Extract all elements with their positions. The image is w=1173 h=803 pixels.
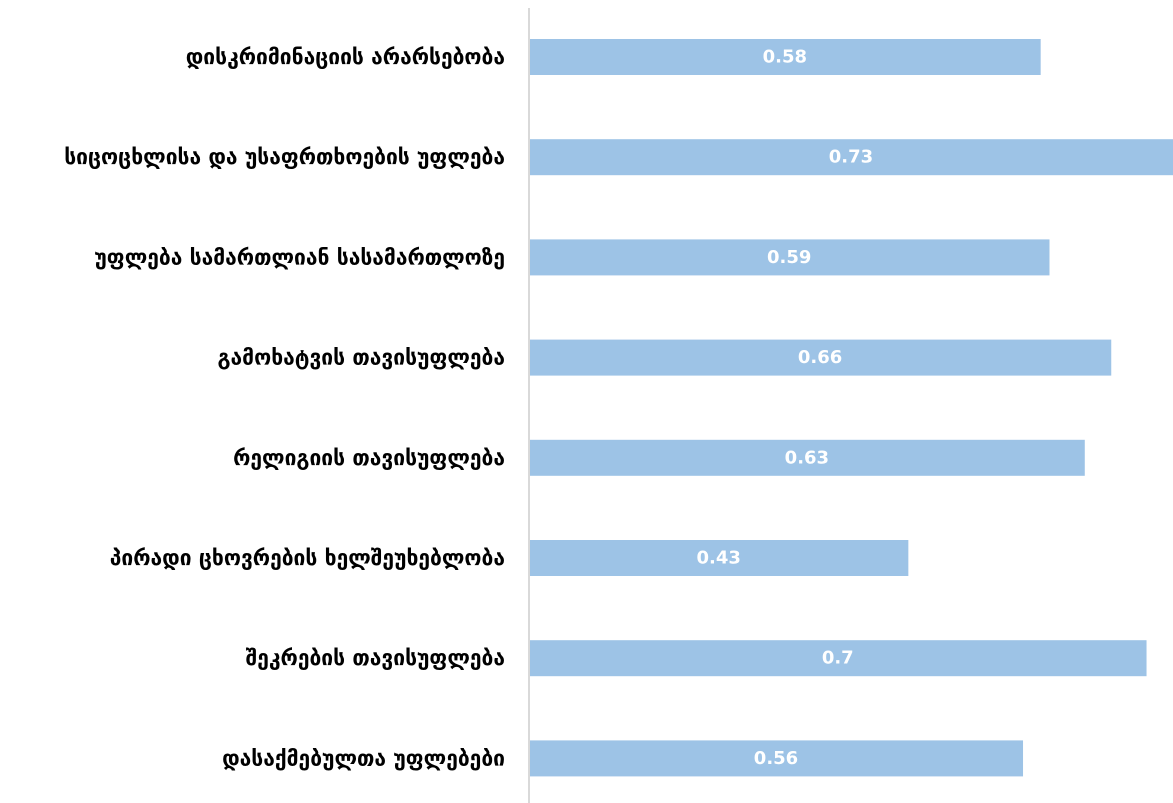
bar — [530, 740, 1024, 777]
bar — [530, 39, 1041, 75]
data-label: 0.58 — [763, 47, 807, 68]
data-label: 0.66 — [798, 347, 842, 368]
category-labels-group: დისკრიმინაციის არარსებობა სიცოცხლისა და უ… — [64, 45, 505, 770]
data-label: 0.73 — [829, 147, 873, 168]
bars-group — [530, 39, 1173, 777]
category-label: უფლება სამართლიან სასამართლოზე — [94, 245, 505, 269]
data-label: 0.63 — [785, 447, 829, 468]
data-label: 0.43 — [696, 548, 740, 569]
category-label: შეკრების თავისუფლება — [246, 646, 505, 670]
category-label: რელიგიის თავისუფლება — [233, 446, 505, 470]
bar — [530, 640, 1147, 677]
bar — [530, 239, 1050, 276]
data-labels-group: 0.58 0.73 0.59 0.66 0.63 0.43 0.7 0.56 — [696, 47, 873, 769]
bar — [530, 139, 1173, 176]
category-label: დისკრიმინაციის არარსებობა — [186, 45, 505, 69]
bar — [530, 540, 909, 576]
category-label: სიცოცხლისა და უსაფრთხოების უფლება — [64, 145, 505, 169]
bar — [530, 339, 1112, 376]
category-label: დასაქმებულთა უფლებები — [222, 746, 505, 770]
bar — [530, 439, 1085, 476]
data-label: 0.56 — [754, 748, 798, 769]
category-label: პირადი ცხოვრების ხელშეუხებლობა — [110, 546, 505, 570]
data-label: 0.59 — [767, 247, 811, 268]
category-label: გამოხატვის თავისუფლება — [217, 346, 505, 370]
data-label: 0.7 — [822, 648, 854, 669]
